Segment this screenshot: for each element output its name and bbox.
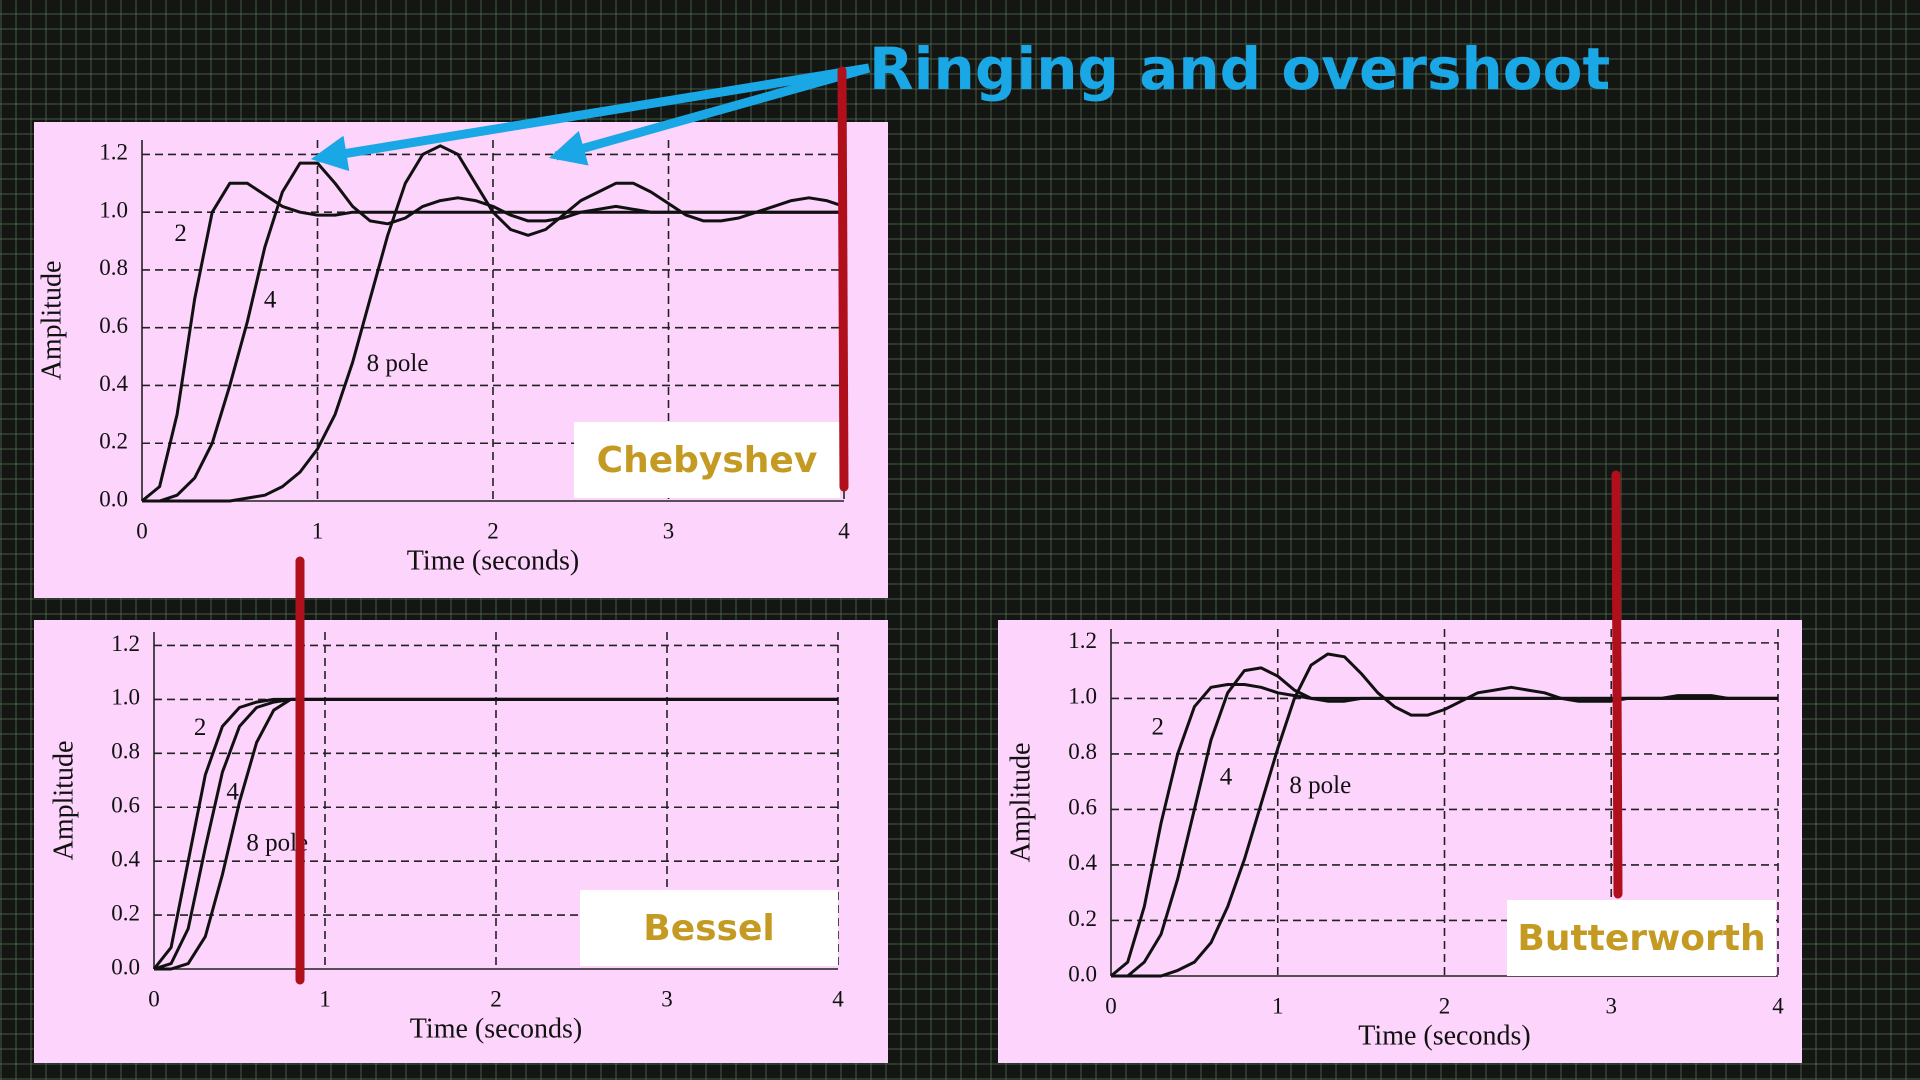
y-axis-label: Amplitude [48,741,79,861]
y-tick-label: 0.2 [111,900,140,925]
y-tick-label: 1.2 [1068,628,1097,653]
y-tick-label: 1.0 [99,197,128,222]
y-tick-label: 0.6 [1068,795,1097,820]
red-marker [1611,470,1623,899]
x-tick-label: 4 [838,518,850,543]
y-tick-label: 0.4 [99,371,128,396]
curve-label: 2 [1151,714,1164,741]
y-tick-label: 1.0 [1068,684,1097,709]
x-tick-label: 0 [1105,993,1117,1018]
curve-label: 4 [226,778,239,805]
panel [998,620,1802,1063]
title-box [574,422,840,498]
red-marker [837,66,849,492]
x-tick-label: 0 [148,986,160,1011]
x-tick-label: 3 [1606,993,1618,1018]
y-tick-label: 0.2 [1068,906,1097,931]
curve-label: 4 [264,286,277,313]
x-axis-label: Time (seconds) [410,1013,582,1044]
curve-label: 2 [174,220,187,247]
x-tick-label: 1 [312,518,324,543]
title-box [1507,900,1776,976]
panel [34,620,888,1063]
y-axis-label: Amplitude [1005,743,1036,863]
y-tick-label: 1.2 [111,631,140,656]
curve-label: 8 pole [367,350,429,377]
curve-label: 8 pole [1289,772,1351,799]
title-box [580,890,838,966]
y-tick-label: 0.2 [99,429,128,454]
y-axis-label: Amplitude [36,261,67,381]
x-tick-label: 2 [490,986,502,1011]
panel [34,122,888,598]
chart-title: Butterworth [1517,918,1765,959]
y-tick-label: 0.8 [111,739,140,764]
x-tick-label: 1 [1272,993,1284,1018]
y-tick-label: 0.6 [111,793,140,818]
y-tick-label: 1.0 [111,685,140,710]
y-tick-label: 0.4 [1068,850,1097,875]
x-tick-label: 1 [319,986,331,1011]
x-tick-label: 4 [1772,993,1784,1018]
curve-label: 4 [1220,764,1233,791]
series-line [142,144,845,503]
y-tick-label: 1.2 [99,140,128,165]
slide-title: Ringing and overshoot [869,35,1610,103]
y-tick-label: 0.8 [99,255,128,280]
x-tick-label: 3 [663,518,675,543]
chart-title: Chebyshev [597,440,818,481]
x-tick-label: 2 [1439,993,1451,1018]
curve-label: 2 [194,714,207,741]
chart-title: Bessel [643,908,774,949]
x-tick-label: 0 [136,518,148,543]
arrow [549,63,871,166]
y-tick-label: 0.4 [111,846,140,871]
x-axis-label: Time (seconds) [1358,1020,1530,1051]
y-tick-label: 0.0 [99,486,128,511]
arrow [310,63,870,172]
series-line [154,697,838,971]
y-tick-label: 0.0 [1068,961,1097,986]
charts: 0.0 0.2 0.4 0.6 0.8 1.0 1.2 0 1 2 3 4 Time (seconds)… [36,140,1784,1052]
x-tick-label: 4 [832,986,844,1011]
x-tick-label: 3 [661,986,673,1011]
series-line [1111,652,1778,978]
y-tick-label: 0.8 [1068,739,1097,764]
y-tick-label: 0.6 [99,313,128,338]
x-tick-label: 2 [487,518,499,543]
y-tick-label: 0.0 [111,954,140,979]
x-axis-label: Time (seconds) [407,545,579,576]
series-line [142,161,844,503]
